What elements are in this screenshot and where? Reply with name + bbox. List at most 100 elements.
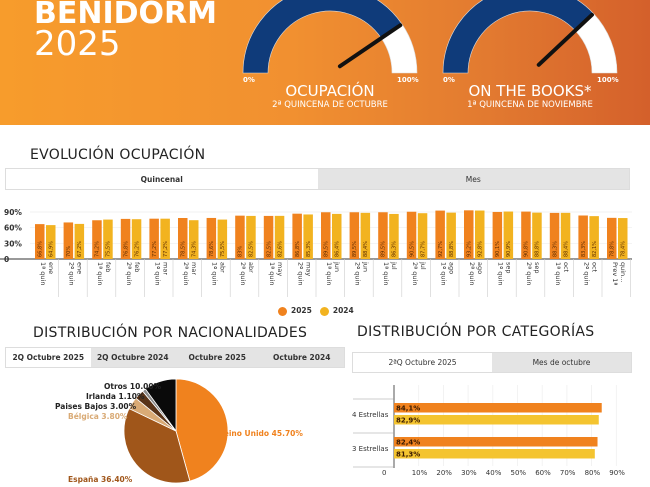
- tab-2q-octubre-2025[interactable]: 2Q Octubre 2025: [6, 348, 91, 367]
- bar-value-label: 86,4%: [335, 241, 341, 257]
- bar-value-label: 81,3%: [396, 451, 420, 459]
- bar-value-label: 82,6%: [277, 241, 283, 257]
- bar-value-label: 70%: [66, 246, 72, 257]
- bar-2025: [149, 218, 159, 259]
- bar-value-label: 85,3%: [306, 241, 312, 257]
- tab-mes-de-octubre[interactable]: Mes de octubre: [532, 358, 591, 367]
- bar-value-label: 92,8%: [478, 241, 484, 257]
- bar-2025: [607, 217, 617, 259]
- bar-value-label: 90,1%: [495, 241, 501, 257]
- x-tick-label: 1ª quin: [96, 262, 104, 285]
- bar-value-label: 89,5%: [381, 241, 387, 257]
- x-tick-label: 1ª quin: [439, 262, 447, 285]
- tab-octubre-2024[interactable]: Octubre 2024: [273, 353, 331, 362]
- bar-value-label: 82,4%: [396, 439, 420, 447]
- nacionalidades-title: DISTRIBUCIÓN POR NACIONALIDADES: [33, 325, 308, 341]
- x-tick-label: 2ª quin: [468, 262, 476, 285]
- bar-2024: [560, 212, 571, 259]
- legend-dot-icon: [319, 306, 329, 316]
- gauge-max-label: 100%: [597, 76, 619, 84]
- x-tick-label: 2ª quin: [525, 262, 533, 285]
- bar-2024: [131, 219, 142, 259]
- bar-2024: [246, 215, 256, 259]
- x-tick-label: feb: [133, 262, 141, 272]
- gauge-remainder: [380, 23, 418, 74]
- bar-value-label: 78,6%: [209, 241, 215, 257]
- bar-value-label: 89,5%: [324, 241, 330, 257]
- gauge-needle: [337, 23, 403, 69]
- bar-value-label: 66,8%: [38, 241, 44, 257]
- categorias-tabs: 2ªQ Octubre 2025 Mes de octubre: [352, 352, 632, 373]
- x-tick-label: jun: [362, 261, 370, 272]
- x-tick-label: 0: [382, 469, 386, 477]
- x-tick-label: jul: [390, 261, 398, 270]
- bar-2024: [303, 214, 313, 259]
- bar-value-label: 82,9%: [396, 417, 420, 425]
- nacionalidades-tabs: 2Q Octubre 2025 2Q Octubre 2024 Octubre …: [5, 347, 345, 368]
- bar-2025: [35, 224, 45, 259]
- bar-value-label: 90,8%: [524, 241, 530, 257]
- x-tick-label: mar: [161, 262, 169, 275]
- gauge-title: ON THE BOOKS*: [468, 82, 592, 100]
- bar-value-label: 84,1%: [396, 405, 420, 413]
- bar-2025: [406, 211, 417, 259]
- bar-2025: [263, 215, 274, 259]
- legend-label: 2024: [332, 306, 354, 315]
- tab-2q-octubre-2024[interactable]: 2Q Octubre 2024: [96, 353, 169, 362]
- bar-2025: [549, 212, 560, 259]
- legend-item-2024[interactable]: 2024: [319, 306, 354, 316]
- legend-item-2025[interactable]: 2025: [278, 306, 312, 316]
- x-tick-label: mar: [190, 262, 198, 275]
- bar-2025: [292, 213, 302, 259]
- x-tick-label: 20%: [436, 469, 452, 477]
- bar-value-label: 76,2%: [134, 241, 140, 257]
- pie-slice: [144, 378, 177, 433]
- tab-quincenal[interactable]: Quincenal: [6, 169, 318, 189]
- x-tick-label: feb: [104, 262, 112, 272]
- legend-label: 2025: [291, 306, 312, 315]
- tab-mes[interactable]: Mes: [465, 174, 481, 184]
- bar-2024: [446, 212, 456, 259]
- x-tick-label: ago: [447, 262, 455, 274]
- x-tick-label: 1ª quin: [497, 262, 505, 285]
- bar-value-label: 88,8%: [449, 241, 455, 257]
- bar-value-label: 78,4%: [621, 241, 627, 257]
- bar-value-label: 87,7%: [420, 241, 426, 257]
- x-tick-label: 1ª quin: [554, 262, 562, 285]
- bar-value-label: 82,5%: [249, 241, 255, 257]
- gauge-fill: [242, 0, 403, 74]
- x-tick-label: 1ª quin: [268, 262, 276, 285]
- bar-2024: [217, 219, 228, 259]
- bar-value-label: 92,7%: [438, 241, 444, 257]
- x-tick-label: 80%: [585, 469, 601, 477]
- bar-2025: [206, 217, 217, 259]
- bar-value-label: 86,3%: [392, 241, 398, 257]
- bar-2024: [503, 211, 514, 259]
- bar-2024: [417, 213, 428, 259]
- pie-label: Reino Unido 45.70%: [218, 429, 303, 438]
- legend-dot-icon: [278, 306, 287, 316]
- gauge-on-the-books: 0% 100% ON THE BOOKS* 1ª QUINCENA DE NOV…: [430, 0, 630, 125]
- gauge-dial: [242, 0, 418, 74]
- x-tick-label: ago: [476, 262, 484, 274]
- bar-2024: [46, 225, 56, 259]
- brand-year: 2025: [34, 24, 121, 64]
- bar-2025: [435, 210, 445, 259]
- bar-2025: [394, 437, 598, 447]
- bar-2025: [578, 215, 588, 259]
- gauge-needle: [536, 12, 594, 67]
- pie-slice: [175, 378, 229, 482]
- bar-2024: [189, 220, 199, 259]
- bar-value-label: 78,8%: [610, 241, 616, 257]
- x-tick-label: 10%: [412, 469, 428, 477]
- x-tick-label: abr: [247, 262, 255, 273]
- x-tick-label: 2ª quin: [296, 262, 304, 285]
- category-label: 3 Estrellas: [352, 445, 389, 453]
- gauge-subtitle: 1ª QUINCENA DE NOVIEMBRE: [467, 100, 593, 110]
- bar-value-label: 88,8%: [535, 241, 541, 257]
- y-tick-label: 90%: [4, 208, 22, 217]
- bar-2024: [103, 219, 113, 259]
- tab-octubre-2025[interactable]: Octubre 2025: [188, 353, 246, 362]
- tab-2q-octubre-2025[interactable]: 2ªQ Octubre 2025: [353, 353, 492, 372]
- x-tick-label: 60%: [535, 469, 551, 477]
